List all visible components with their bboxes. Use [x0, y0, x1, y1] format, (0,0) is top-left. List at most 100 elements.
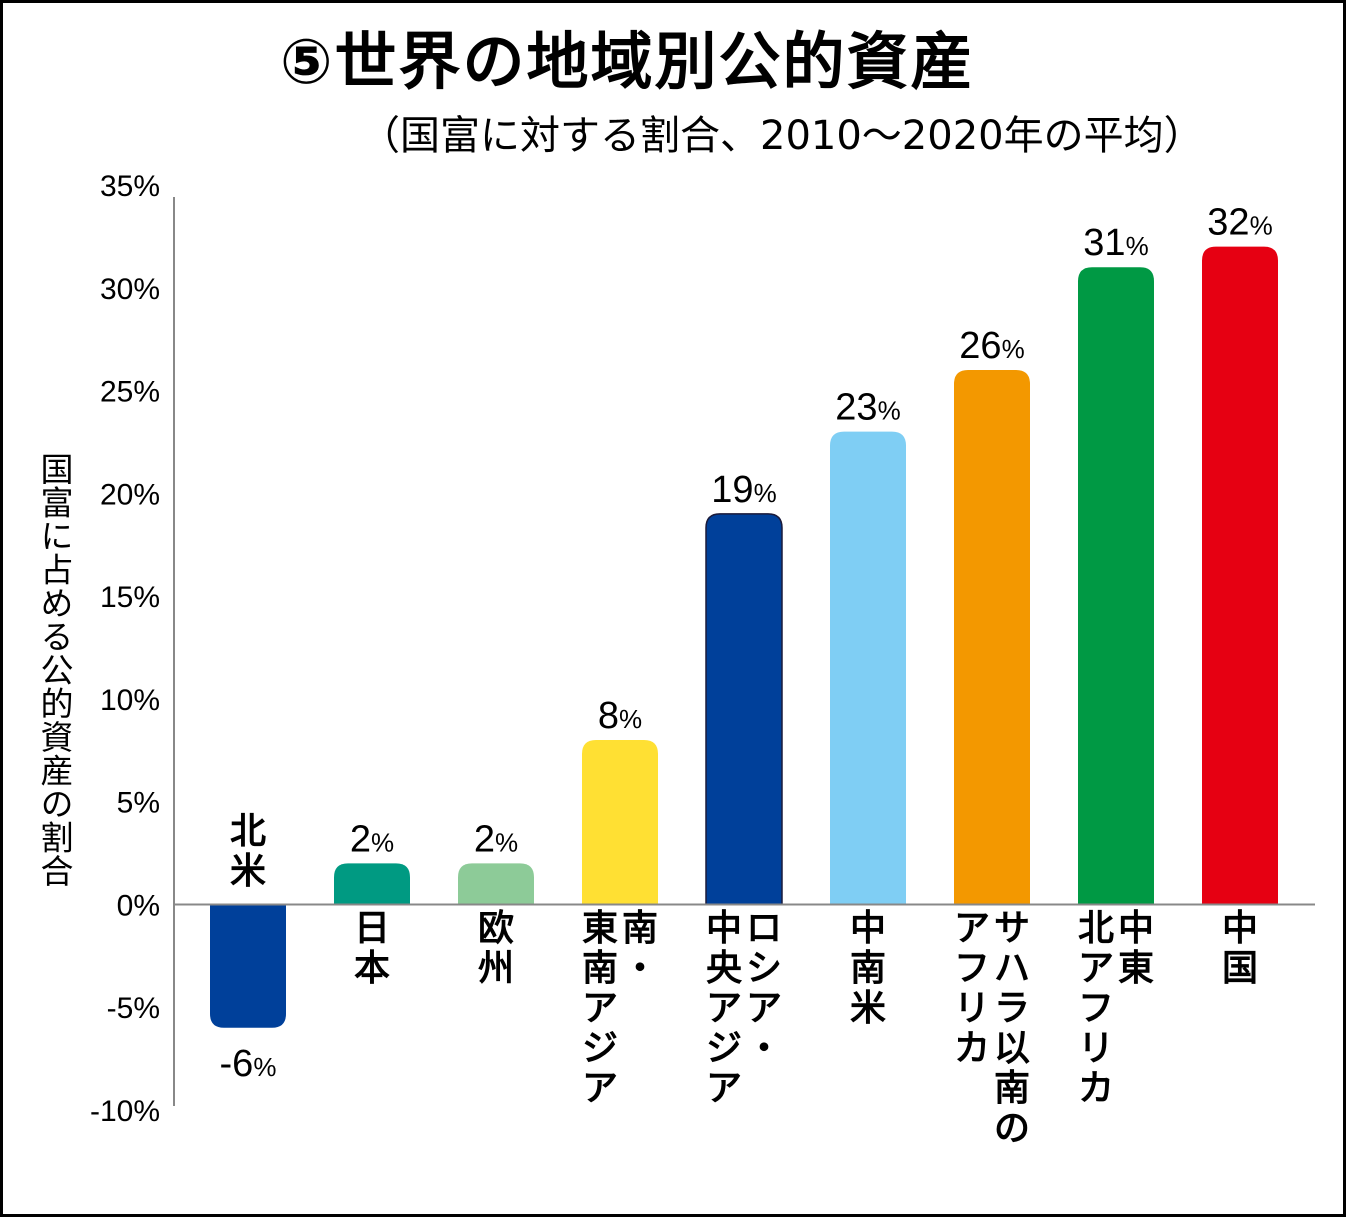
y-axis-label: 国富に占める公的資産の割合	[35, 452, 74, 888]
y-tick-label: -5%	[107, 992, 160, 1025]
data-label: 2%	[350, 818, 394, 860]
data-label: 23%	[835, 387, 900, 429]
bar	[954, 370, 1030, 905]
category-label-char: の	[994, 1108, 1030, 1149]
category-label-char: ロ	[746, 908, 782, 949]
category-label-char: シ	[746, 948, 782, 989]
data-label-value: 8	[598, 695, 619, 737]
category-label-char: 北	[230, 811, 266, 852]
y-tick-label: -10%	[90, 1095, 160, 1128]
category-label-char: 北	[1078, 908, 1114, 949]
category-label-char: リ	[954, 988, 990, 1029]
category-label-char: 米	[230, 851, 266, 892]
category-label: 中央アジア	[706, 908, 743, 1109]
category-label: 中東	[1118, 908, 1154, 989]
category-label-char: 日	[354, 908, 390, 949]
category-label-char: 国	[1222, 948, 1258, 989]
bar	[1078, 267, 1154, 905]
data-label-value: 31	[1083, 222, 1125, 264]
data-label-unit: %	[1126, 231, 1149, 261]
category-label-char: ア	[582, 988, 618, 1029]
category-label: アフリカ	[954, 908, 990, 1069]
y-tick-label: 30%	[100, 273, 160, 306]
data-label: 26%	[959, 325, 1024, 367]
category-label-char: カ	[1078, 1068, 1114, 1109]
category-label-char: ラ	[994, 988, 1030, 1029]
category-label-char: 東	[1118, 948, 1154, 989]
data-label: 31%	[1083, 222, 1148, 264]
data-label: 8%	[598, 695, 642, 737]
category-label: 欧州	[478, 908, 514, 989]
category-label: 日本	[354, 908, 390, 989]
y-tick-label: 20%	[100, 478, 160, 511]
category-label-char: ジ	[582, 1028, 618, 1069]
category-label-char: フ	[1078, 988, 1114, 1029]
data-label-value: 26	[959, 325, 1001, 367]
category-label-char: 南	[850, 948, 886, 989]
category-label-char: 米	[850, 988, 886, 1029]
category-label-char: 中	[850, 908, 886, 949]
category-label-char: 央	[706, 948, 743, 989]
y-tick-label: 0%	[117, 889, 160, 922]
category-label-char: ハ	[994, 948, 1030, 989]
category-label: サハラ以南の	[994, 908, 1030, 1149]
category-label-char: ア	[582, 1068, 618, 1109]
category-label-char: 南	[622, 908, 658, 949]
data-label-value: 2	[474, 818, 495, 860]
category-label-char: 中	[1118, 908, 1154, 949]
bar	[334, 863, 410, 905]
category-label-char: ア	[954, 908, 990, 949]
category-label-char: ア	[746, 988, 782, 1029]
category-label-char: フ	[954, 948, 990, 989]
category-label: 東南アジア	[582, 908, 618, 1109]
data-label: -6%	[220, 1043, 277, 1085]
category-label-char: 州	[478, 948, 514, 989]
category-label: ロシア・	[746, 908, 782, 1069]
category-label-char: ・	[622, 948, 658, 989]
chart-title: ⑤世界の地域別公的資産	[280, 25, 975, 98]
data-label: 2%	[474, 818, 518, 860]
category-label-char: リ	[1078, 1028, 1114, 1069]
data-label-value: 32	[1207, 202, 1249, 244]
category-label-char: 東	[582, 908, 618, 949]
bar	[1202, 246, 1278, 905]
category-label-char: ・	[746, 1028, 782, 1069]
category-label-char: カ	[954, 1028, 990, 1069]
category-label-char: 以	[994, 1028, 1030, 1069]
data-label-value: 19	[711, 469, 753, 511]
data-label-unit: %	[619, 704, 642, 734]
category-label-char: 中	[706, 908, 742, 949]
data-label-value: 23	[835, 387, 877, 429]
data-label-unit: %	[371, 827, 394, 857]
y-tick-label: 25%	[100, 376, 160, 409]
bar	[705, 513, 783, 906]
bar	[458, 863, 534, 905]
category-label-char: 欧	[478, 908, 514, 949]
y-tick-label: 10%	[100, 684, 160, 717]
category-label-char: ア	[1078, 948, 1114, 989]
data-label-unit: %	[1250, 211, 1273, 241]
category-label-char: ア	[706, 1068, 742, 1109]
data-label-unit: %	[495, 827, 518, 857]
data-label-unit: %	[253, 1052, 276, 1082]
y-tick-label: 35%	[100, 170, 160, 203]
category-label-char: ジ	[706, 1028, 742, 1069]
chart-subtitle: （国富に対する割合、2010～2020年の平均）	[360, 113, 1204, 159]
category-label: 中国	[1222, 908, 1258, 989]
data-label-value: -6	[220, 1043, 254, 1085]
y-tick-label: 15%	[100, 581, 160, 614]
data-label: 32%	[1207, 202, 1272, 244]
data-label-unit: %	[754, 478, 777, 508]
category-label-char: 本	[354, 948, 390, 989]
y-tick-label: 5%	[117, 787, 160, 820]
data-label: 19%	[711, 469, 776, 511]
category-label-char: サ	[994, 908, 1030, 949]
category-label-char: ア	[706, 988, 742, 1029]
category-label-char: 南	[582, 948, 618, 989]
data-label-unit: %	[1002, 334, 1025, 364]
category-label-char: 南	[994, 1068, 1030, 1109]
category-label: 北アフリカ	[1078, 908, 1114, 1109]
bar	[830, 431, 906, 905]
